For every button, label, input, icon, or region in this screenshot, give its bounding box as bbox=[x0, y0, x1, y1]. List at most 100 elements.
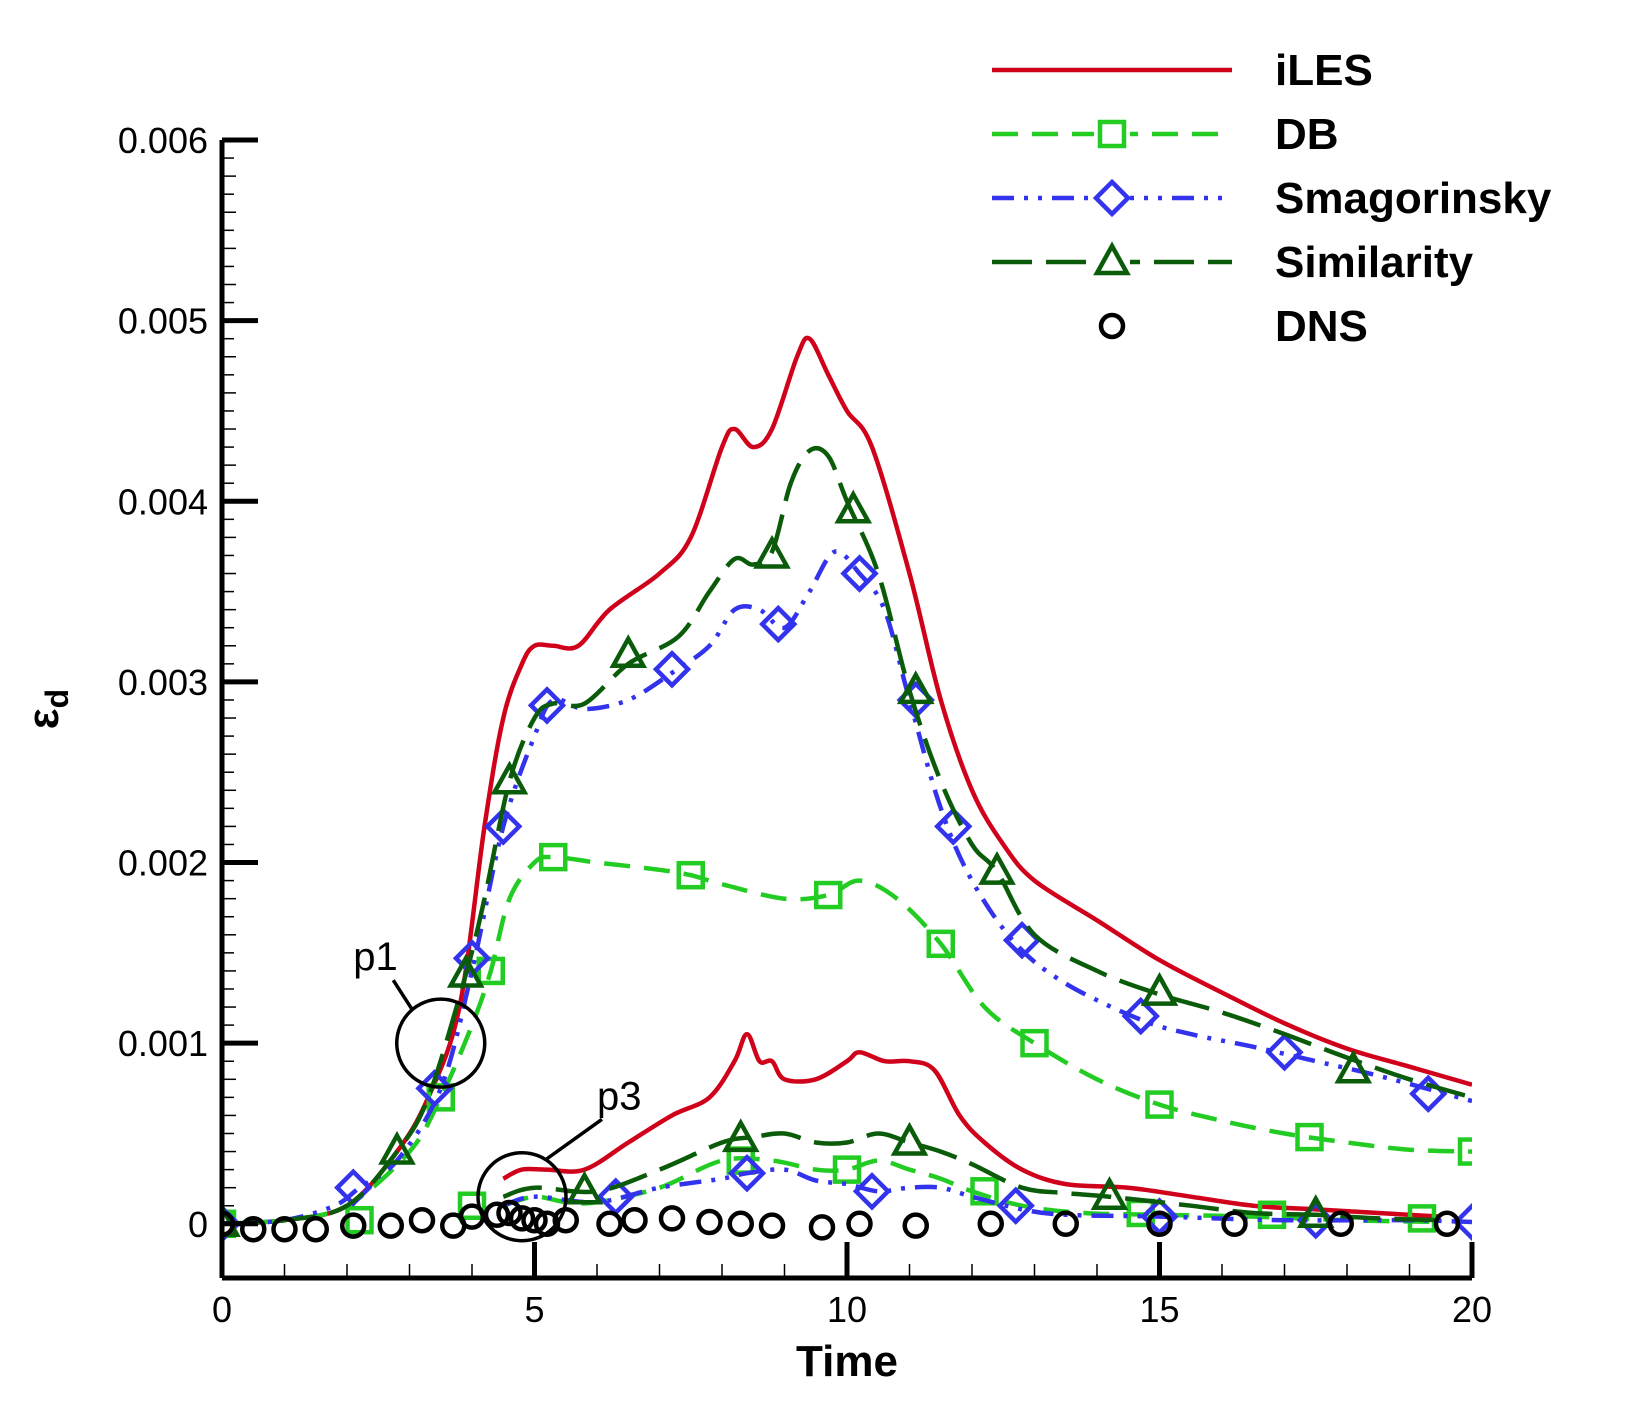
legend-item-similarity: Similarity bbox=[992, 238, 1474, 287]
x-tick-label: 5 bbox=[524, 1289, 544, 1330]
data-point-similarity bbox=[565, 1170, 604, 1205]
data-point-dns bbox=[808, 1214, 836, 1241]
y-axis-title-symbol: ε bbox=[19, 708, 68, 729]
data-point-dns bbox=[271, 1215, 298, 1243]
data-point-smagorinsky bbox=[652, 650, 692, 689]
legend: iLES DB Smagorinsky Similarity DNS bbox=[992, 46, 1552, 351]
data-point-smagorinsky bbox=[852, 1172, 892, 1211]
legend-marker bbox=[1098, 312, 1126, 340]
legend-marker bbox=[1097, 119, 1127, 149]
data-point-db bbox=[832, 1155, 862, 1184]
data-point-db bbox=[926, 929, 955, 959]
data-point-dns bbox=[340, 1212, 367, 1239]
series-line-iles-lower bbox=[502, 1031, 1441, 1219]
data-point-dns bbox=[302, 1215, 329, 1243]
data-point-similarity bbox=[1334, 1049, 1373, 1084]
data-point-similarity bbox=[609, 634, 648, 669]
data-point-dns bbox=[596, 1210, 623, 1238]
data-point-smagorinsky bbox=[527, 686, 567, 725]
data-point-dns bbox=[758, 1212, 786, 1239]
legend-item-db: DB bbox=[992, 110, 1339, 159]
y-axis-title: εd bbox=[19, 689, 75, 729]
legend-marker bbox=[1092, 178, 1132, 218]
data-point-similarity bbox=[1296, 1194, 1335, 1229]
data-point-similarity bbox=[890, 1121, 929, 1156]
legend-marker bbox=[1093, 241, 1131, 276]
data-point-dns bbox=[377, 1212, 404, 1239]
data-point-similarity bbox=[1090, 1176, 1129, 1210]
annotation-label: p1 bbox=[353, 935, 398, 979]
data-point-dns bbox=[483, 1201, 511, 1229]
legend-label: Similarity bbox=[1275, 238, 1474, 287]
data-point-smagorinsky bbox=[727, 1154, 767, 1193]
data-point-similarity bbox=[1140, 971, 1179, 1006]
data-point-dns bbox=[521, 1206, 548, 1234]
data-point-smagorinsky bbox=[759, 604, 798, 644]
legend-label: iLES bbox=[1275, 46, 1373, 95]
x-axis-title: Time bbox=[796, 1337, 898, 1386]
data-point-db bbox=[814, 880, 843, 910]
data-point-db bbox=[1295, 1122, 1324, 1152]
series-line-smagorinsky-upper bbox=[222, 549, 1472, 1227]
data-point-dns bbox=[902, 1212, 929, 1239]
y-tick-label: 0.006 bbox=[118, 120, 208, 161]
annotation-label: p3 bbox=[597, 1074, 642, 1118]
data-point-similarity bbox=[753, 534, 791, 569]
series-iles bbox=[222, 335, 1472, 1227]
data-point-similarity bbox=[834, 489, 873, 524]
annotation-leader bbox=[544, 1117, 604, 1162]
data-point-similarity bbox=[721, 1118, 760, 1153]
series-line-db-upper bbox=[222, 854, 1472, 1227]
data-point-dns bbox=[1327, 1210, 1354, 1238]
legend-label: DB bbox=[1275, 110, 1339, 159]
axes-layer: 0 0.001 0.002 0.003 0.004 0.005 0.006 0 5 10 15 20 bbox=[118, 120, 1492, 1330]
data-point-similarity bbox=[490, 760, 529, 795]
y-tick-label: 0.002 bbox=[118, 843, 208, 884]
data-point-smagorinsky bbox=[934, 807, 973, 846]
y-tick-label: 0.004 bbox=[118, 481, 208, 522]
data-point-smagorinsky bbox=[484, 807, 523, 846]
annotation-circle bbox=[395, 997, 487, 1089]
data-point-dns bbox=[621, 1206, 648, 1234]
data-point-similarity bbox=[446, 953, 485, 988]
annotation-p1: p1 bbox=[353, 935, 487, 1089]
y-tick-label: 0.001 bbox=[118, 1023, 208, 1064]
data-point-dns bbox=[240, 1215, 267, 1243]
data-point-similarity bbox=[978, 850, 1016, 885]
legend-item-iles: iLES bbox=[992, 46, 1373, 95]
x-tick-label: 15 bbox=[1139, 1289, 1179, 1330]
data-point-db bbox=[1020, 1028, 1049, 1058]
data-point-smagorinsky bbox=[1265, 1033, 1304, 1072]
annotation-layer: p1 p3 bbox=[353, 935, 642, 1243]
data-point-dns bbox=[508, 1205, 536, 1232]
data-point-dns bbox=[1146, 1210, 1173, 1238]
series-layer bbox=[222, 335, 1472, 1243]
data-point-db bbox=[676, 860, 705, 890]
data-point-dns bbox=[1221, 1210, 1248, 1238]
data-point-dns bbox=[496, 1199, 523, 1227]
legend-label: Smagorinsky bbox=[1275, 174, 1552, 223]
series-dns bbox=[222, 1199, 1461, 1243]
legend-label: DNS bbox=[1275, 302, 1368, 351]
y-tick-label: 0 bbox=[188, 1204, 208, 1245]
data-point-db bbox=[457, 1191, 487, 1220]
data-point-dns bbox=[696, 1208, 723, 1236]
data-point-dns bbox=[1052, 1210, 1079, 1238]
data-point-smagorinsky bbox=[1121, 996, 1160, 1036]
data-point-db bbox=[1457, 1137, 1472, 1166]
annotation-p3: p3 bbox=[476, 1074, 642, 1243]
series-similarity bbox=[222, 445, 1472, 1238]
data-point-similarity bbox=[378, 1130, 416, 1165]
annotation-leader bbox=[391, 979, 414, 1011]
data-point-similarity bbox=[896, 670, 935, 705]
data-point-dns bbox=[408, 1206, 436, 1234]
data-point-smagorinsky bbox=[840, 554, 879, 593]
data-point-db bbox=[970, 1177, 999, 1206]
y-tick-label: 0.005 bbox=[118, 301, 208, 342]
data-point-dns bbox=[846, 1210, 873, 1238]
data-point-dns bbox=[1433, 1210, 1461, 1238]
legend-item-smagorinsky: Smagorinsky bbox=[992, 174, 1552, 223]
series-line-iles-upper bbox=[222, 335, 1472, 1227]
legend-marker-bg bbox=[1094, 180, 1130, 216]
